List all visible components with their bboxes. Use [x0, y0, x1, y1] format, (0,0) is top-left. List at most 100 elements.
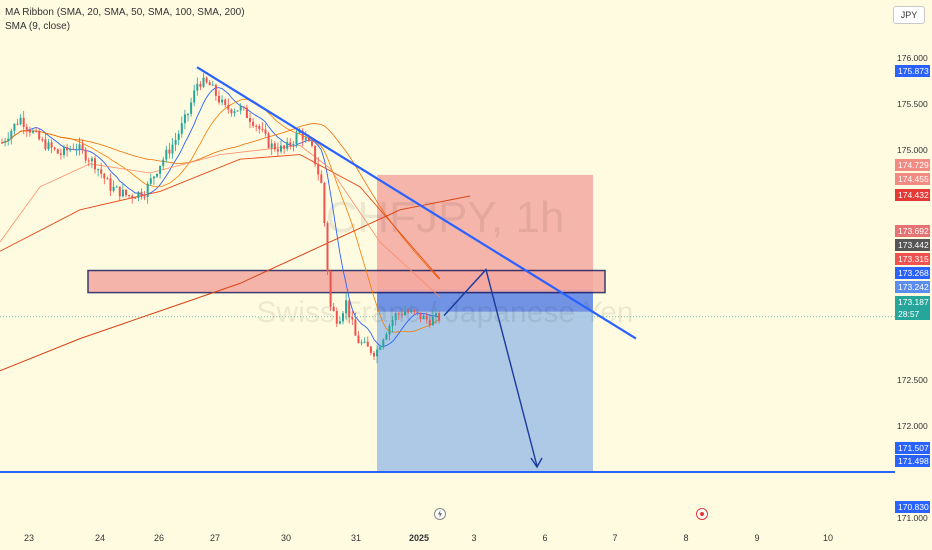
candle-body [149, 178, 152, 184]
candle-body [13, 123, 16, 131]
candle-body [84, 149, 87, 161]
economic-event-icon[interactable] [696, 508, 708, 520]
candle-body [168, 149, 171, 154]
candle-body [345, 300, 348, 314]
price-tag: 28:57 [895, 308, 930, 320]
candle-body [348, 300, 351, 318]
candle-body [180, 123, 183, 134]
candle-body [22, 117, 25, 128]
price-tag: 171.498 [895, 455, 930, 467]
candle-body [230, 109, 233, 114]
candle-body [382, 339, 385, 348]
sma-200-line [0, 195, 471, 372]
candle-body [218, 95, 220, 103]
candle-body [4, 141, 7, 143]
candle-body [239, 106, 242, 111]
time-tick: 23 [23, 533, 35, 543]
candle-body [112, 186, 115, 191]
candle-body [81, 144, 84, 150]
price-tag: 173.692 [895, 225, 930, 237]
candle-body [267, 133, 270, 148]
candle-body [373, 352, 375, 357]
candle-body [242, 106, 245, 108]
candle-body [214, 84, 217, 96]
candle-body [63, 147, 65, 156]
time-tick: 30 [280, 533, 292, 543]
candle-body [137, 191, 140, 199]
candle-body [56, 149, 59, 154]
sma-20-line [1, 98, 440, 333]
candle-body [140, 191, 143, 197]
candle-body [276, 149, 279, 152]
candle-body [431, 316, 434, 326]
flash-icon[interactable] [434, 508, 446, 520]
candle-body [314, 145, 317, 165]
price-tag: 173.268 [895, 267, 930, 279]
candle-body [211, 84, 214, 86]
candle-body [100, 169, 103, 174]
candle-body [252, 121, 255, 126]
time-scale[interactable]: 23 24 26 27 30 31 2025 3 6 7 8 9 10 [0, 530, 895, 550]
time-tick: 9 [754, 533, 760, 543]
candle-body [400, 314, 403, 316]
sma-legend[interactable]: SMA (9, close) [5, 21, 71, 32]
currency-button[interactable]: JPY [893, 6, 925, 24]
candle-body [317, 164, 320, 175]
candle-body [304, 137, 307, 140]
candle-body [363, 341, 366, 343]
candle-body [35, 130, 38, 132]
candle-body [125, 189, 127, 196]
candle-body [53, 147, 56, 150]
candle-body [38, 130, 41, 140]
ma-ribbon-legend[interactable]: MA Ribbon (SMA, 20, SMA, 50, SMA, 100, S… [5, 7, 245, 18]
candle-body [44, 139, 47, 150]
price-tag: 173.242 [895, 281, 930, 293]
time-tick: 3 [471, 533, 477, 543]
candle-body [422, 315, 425, 320]
candle-body [286, 142, 289, 149]
candle-body [174, 139, 177, 145]
candle-body [106, 178, 109, 180]
price-tag: 174.432 [895, 189, 930, 201]
time-tick: 10 [822, 533, 834, 543]
candle-body [435, 313, 437, 317]
sma-9-line [1, 87, 440, 348]
price-tick: 172.500 [897, 375, 928, 385]
candle-body [143, 196, 146, 198]
indicator-legend[interactable]: MA Ribbon (SMA, 20, SMA, 50, SMA, 100, S… [5, 6, 245, 34]
watermark-symbol: CHFJPY, 1h [326, 193, 565, 242]
candle-body [311, 141, 313, 146]
candle-body [165, 149, 168, 160]
price-tag: 170.830 [895, 501, 930, 513]
candle-body [171, 144, 174, 154]
candle-body [326, 223, 329, 272]
candle-body [335, 311, 338, 324]
candle-body [379, 347, 382, 350]
candle-body [391, 320, 394, 326]
candle-body [233, 111, 236, 114]
candle-body [360, 342, 363, 344]
candle-body [87, 160, 90, 162]
candle-body [32, 130, 34, 133]
candle-body [19, 117, 22, 125]
candle-body [342, 313, 344, 322]
candle-body [162, 159, 165, 166]
candle-body [121, 189, 124, 197]
resistance-zone [87, 269, 606, 294]
descending-trendline [196, 66, 637, 340]
time-tick: 6 [542, 533, 548, 543]
ma-ribbon-line [0, 144, 441, 298]
price-tag: 174.729 [895, 159, 930, 171]
candle-body [329, 271, 332, 307]
price-tag: 173.442 [895, 239, 930, 251]
candle-body [128, 195, 131, 197]
candle-body [366, 341, 369, 347]
candle-body [419, 312, 422, 320]
price-scale[interactable]: 176.000 175.500 175.000 172.500 172.000 171.0… [895, 0, 932, 530]
candle-body [59, 153, 62, 156]
candle-body [425, 315, 428, 320]
price-tick: 175.000 [897, 145, 928, 155]
candle-body [438, 313, 441, 321]
